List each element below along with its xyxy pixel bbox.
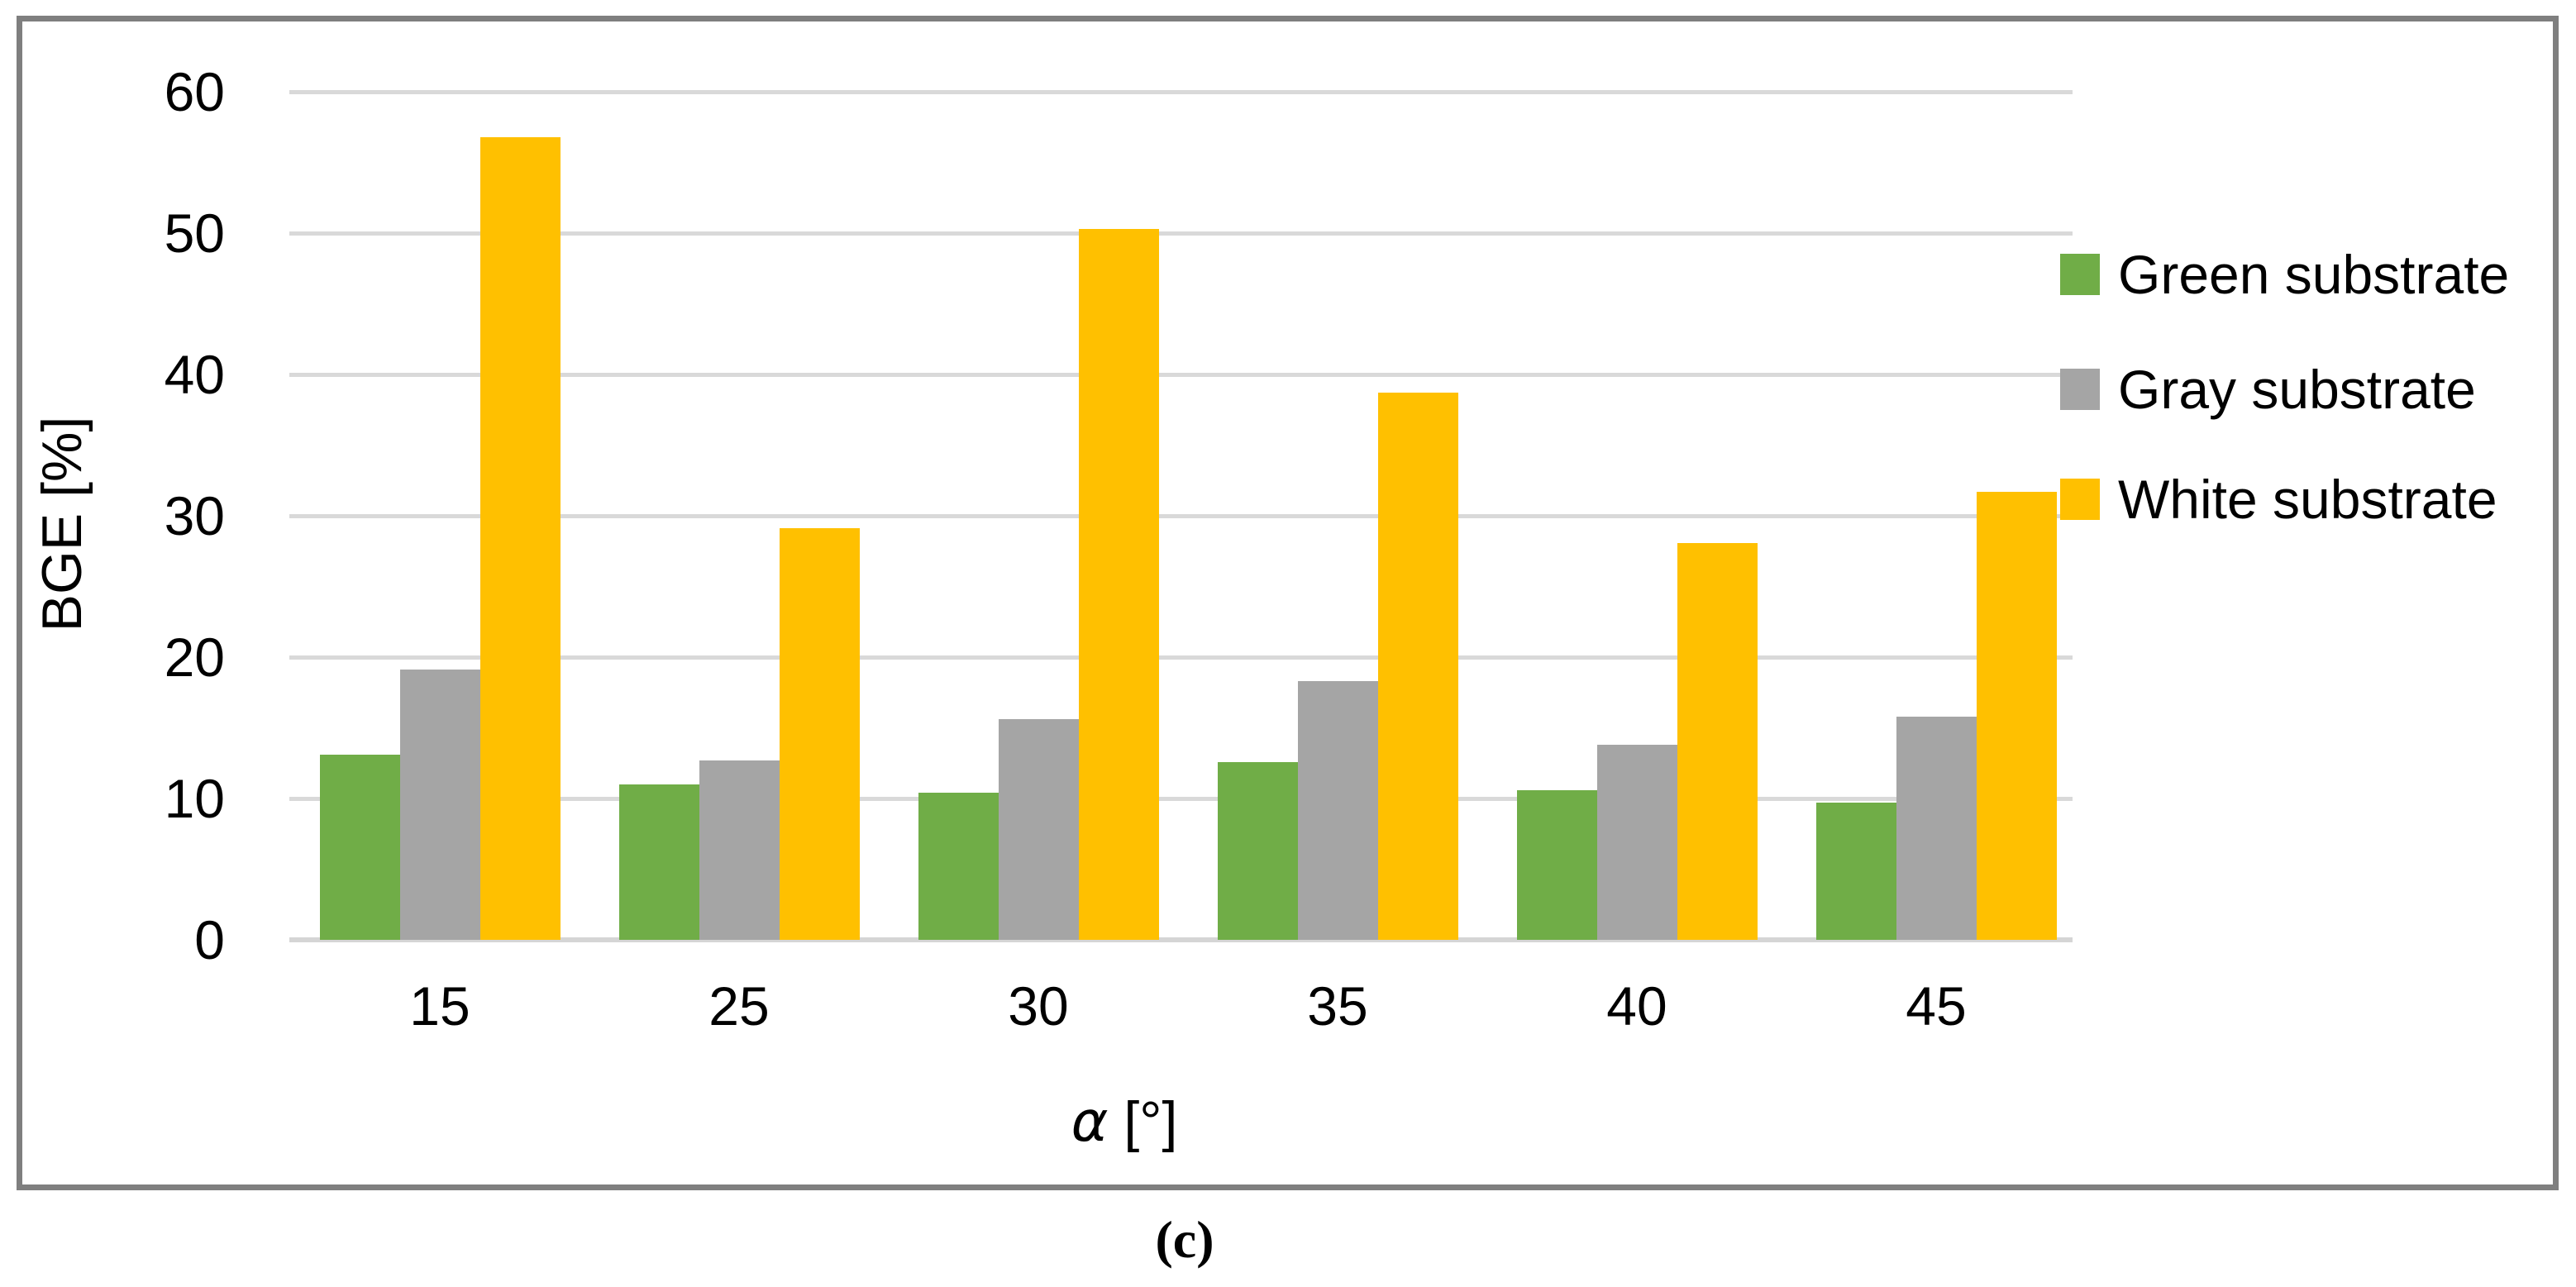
legend-label-white-substrate: White substrate [2118,469,2497,530]
gridline-40 [289,373,2073,377]
x-tick-label-35: 35 [1307,975,1368,1037]
bar-gray-substrate-30 [998,719,1079,940]
x-axis-title: α [°] [876,1084,1372,1159]
bar-green-substrate-45 [1815,803,1896,940]
bar-gray-substrate-40 [1596,745,1677,940]
bar-white-substrate-30 [1078,228,1159,940]
y-tick-label-50: 50 [164,203,225,264]
bar-green-substrate-35 [1217,761,1298,940]
y-tick-label-60: 60 [164,61,225,122]
legend-swatch-green-substrate [2060,254,2100,295]
y-tick-label-10: 10 [164,768,225,829]
figure-caption: (c) [1155,1210,1214,1269]
legend-label-green-substrate: Green substrate [2118,244,2510,305]
bar-green-substrate-15 [319,755,400,940]
bar-gray-substrate-35 [1297,681,1378,940]
x-tick-label-40: 40 [1606,975,1667,1037]
legend-entry-gray-substrate: Gray substrate [2060,352,2476,427]
x-axis-unit: [°] [1108,1090,1178,1153]
x-tick-label-25: 25 [708,975,770,1037]
y-tick-label-20: 20 [164,627,225,688]
gridline-50 [289,231,2073,236]
legend-swatch-white-substrate [2060,479,2100,520]
y-tick-label-40: 40 [164,344,225,405]
bar-white-substrate-45 [1976,491,2057,940]
y-tick-label-30: 30 [164,485,225,546]
legend-entry-green-substrate: Green substrate [2060,237,2509,312]
legend-entry-white-substrate: White substrate [2060,462,2497,536]
bar-white-substrate-35 [1377,393,1458,940]
plot-area [289,90,2073,942]
chart-outer-border: BGE [%] 0 10 20 30 40 50 60 15 25 30 35 40 45 α [°]… [17,16,2559,1190]
bar-green-substrate-25 [618,784,699,940]
x-axis-symbol: α [1071,1089,1109,1155]
x-tick-label-15: 15 [409,975,470,1037]
bar-green-substrate-40 [1516,789,1597,940]
bar-gray-substrate-45 [1896,716,1977,940]
bar-white-substrate-15 [479,136,561,940]
y-tick-label-0: 0 [194,909,225,970]
gridline-60 [289,90,2073,94]
bar-green-substrate-30 [918,793,999,940]
gridline-20 [289,655,2073,660]
x-axis-line [289,937,2073,942]
legend-swatch-gray-substrate [2060,369,2100,410]
gridline-30 [289,514,2073,518]
bar-gray-substrate-15 [399,670,480,940]
gridline-10 [289,797,2073,801]
bar-white-substrate-40 [1677,542,1758,940]
x-tick-label-30: 30 [1008,975,1069,1037]
legend-label-gray-substrate: Gray substrate [2118,359,2476,420]
bar-gray-substrate-25 [699,760,780,940]
x-tick-label-45: 45 [1906,975,1967,1037]
bar-white-substrate-25 [779,528,860,940]
